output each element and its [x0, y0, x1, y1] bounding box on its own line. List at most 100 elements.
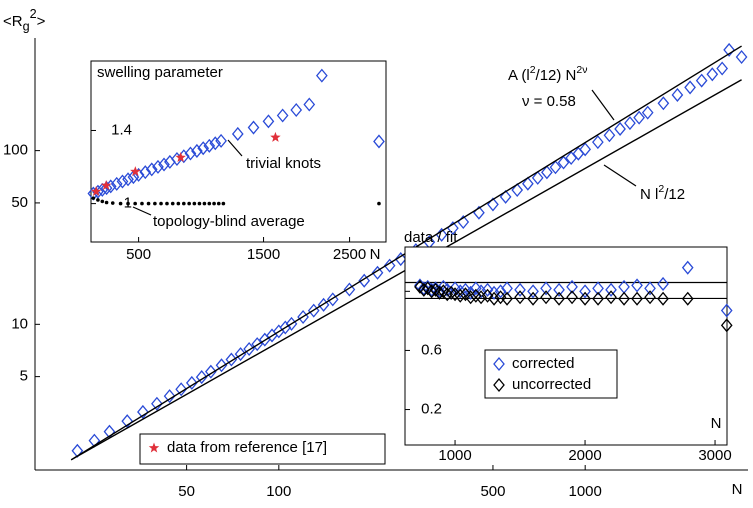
diamond-marker: [487, 197, 499, 212]
diamond-marker: [557, 155, 570, 170]
diamond-marker: [514, 282, 526, 297]
diamond-marker: [624, 116, 636, 131]
diamond-marker: [191, 143, 203, 158]
diamond-marker: [579, 291, 591, 306]
diamond-marker: [215, 358, 228, 373]
diamond-marker: [605, 282, 617, 297]
diamond-marker: [433, 285, 446, 300]
text-part: >: [37, 13, 46, 30]
diamond-marker: [158, 157, 170, 172]
diamond-marker: [195, 370, 208, 385]
diamond-marker: [203, 138, 216, 153]
x-axis-label: N: [711, 415, 722, 432]
diamond-marker: [522, 176, 534, 191]
dot-marker: [187, 201, 191, 206]
x-tick-label: 500: [126, 246, 151, 263]
annotation: ν = 0.58: [522, 93, 576, 110]
text-part: 2: [30, 7, 37, 21]
annotation: topology-blind average: [153, 213, 305, 230]
x-axis-label: N: [732, 481, 743, 498]
diamond-marker: [343, 282, 356, 297]
dot-marker: [221, 201, 226, 206]
diamond-marker: [592, 281, 604, 296]
diamond-marker: [151, 396, 163, 411]
legend-label: uncorrected: [512, 376, 591, 393]
diamond-marker: [579, 284, 591, 299]
x-tick-label: 100: [266, 483, 291, 500]
diamond-marker: [276, 108, 289, 123]
diamond-marker: [592, 135, 604, 150]
dot-marker: [197, 201, 202, 206]
diamond-marker: [644, 290, 656, 305]
diamond-marker: [358, 273, 371, 288]
diamond-marker: [566, 279, 578, 294]
diamond-marker: [326, 292, 339, 307]
dot-marker: [118, 201, 123, 206]
annotation: trivial knots: [246, 155, 321, 172]
diamond-marker: [488, 291, 500, 306]
inset-frame: [404, 246, 728, 446]
diamond-marker: [671, 87, 684, 102]
diamond-marker: [475, 284, 487, 299]
y-tick-label: 10: [11, 315, 28, 332]
text-part: 2: [530, 64, 536, 76]
diamond-marker: [394, 252, 407, 267]
diamond-marker: [631, 278, 643, 293]
x-tick-label: 50: [178, 483, 195, 500]
diamond-marker: [553, 291, 565, 306]
dot-marker: [146, 201, 151, 206]
diamond-marker: [316, 68, 328, 83]
y-tick-label: 100: [3, 142, 28, 159]
diamond-marker: [633, 110, 645, 125]
x-axis-label: N: [370, 246, 381, 263]
dot-marker: [165, 201, 169, 206]
dot-marker: [202, 201, 207, 206]
legend-box: [484, 349, 618, 399]
diamond-marker: [706, 67, 719, 82]
diamond-marker: [225, 352, 238, 367]
diamond-marker: [175, 382, 188, 397]
diamond-marker: [205, 364, 217, 379]
diamond-marker: [511, 183, 524, 198]
y-tick-label: 50: [11, 194, 28, 211]
diamond-marker: [494, 290, 507, 305]
diamond-marker: [454, 288, 467, 303]
diamond-marker: [735, 49, 748, 64]
inset-title: data / fit: [404, 229, 458, 246]
diamond-marker: [383, 258, 396, 273]
dot-marker: [170, 201, 175, 206]
dot-marker: [182, 201, 186, 206]
annotation-pointer: [132, 206, 152, 216]
star-marker: [175, 152, 186, 162]
diamond-marker: [185, 375, 198, 390]
diamond-marker: [373, 134, 385, 149]
diamond-marker: [116, 174, 129, 189]
diamond-marker: [716, 61, 729, 76]
dot-marker: [133, 201, 137, 206]
diamond-marker: [494, 284, 507, 299]
diamond-marker: [541, 165, 553, 180]
diamond-marker: [681, 260, 694, 275]
diamond-marker: [720, 318, 733, 333]
diamond-marker: [720, 303, 733, 318]
dot-marker: [100, 199, 105, 204]
diamond-marker: [481, 288, 494, 303]
diamond-marker: [549, 160, 562, 175]
diamond-marker: [579, 142, 592, 157]
dot-marker: [153, 201, 157, 206]
diamond-marker: [100, 181, 113, 196]
diamond-marker: [445, 285, 457, 300]
diamond-marker: [454, 284, 467, 299]
dot-marker: [212, 201, 216, 206]
text-part: /12: [664, 186, 685, 203]
inset-title: swelling parameter: [97, 64, 223, 81]
diamond-marker: [425, 284, 438, 299]
diamond-marker: [684, 80, 696, 95]
x-tick-label: 2500: [333, 246, 366, 263]
diamond-marker: [247, 120, 260, 135]
y-tick-label: 0.6: [421, 341, 442, 358]
diamond-marker: [121, 414, 134, 429]
dot-marker: [110, 201, 115, 205]
diamond-marker: [566, 290, 578, 305]
